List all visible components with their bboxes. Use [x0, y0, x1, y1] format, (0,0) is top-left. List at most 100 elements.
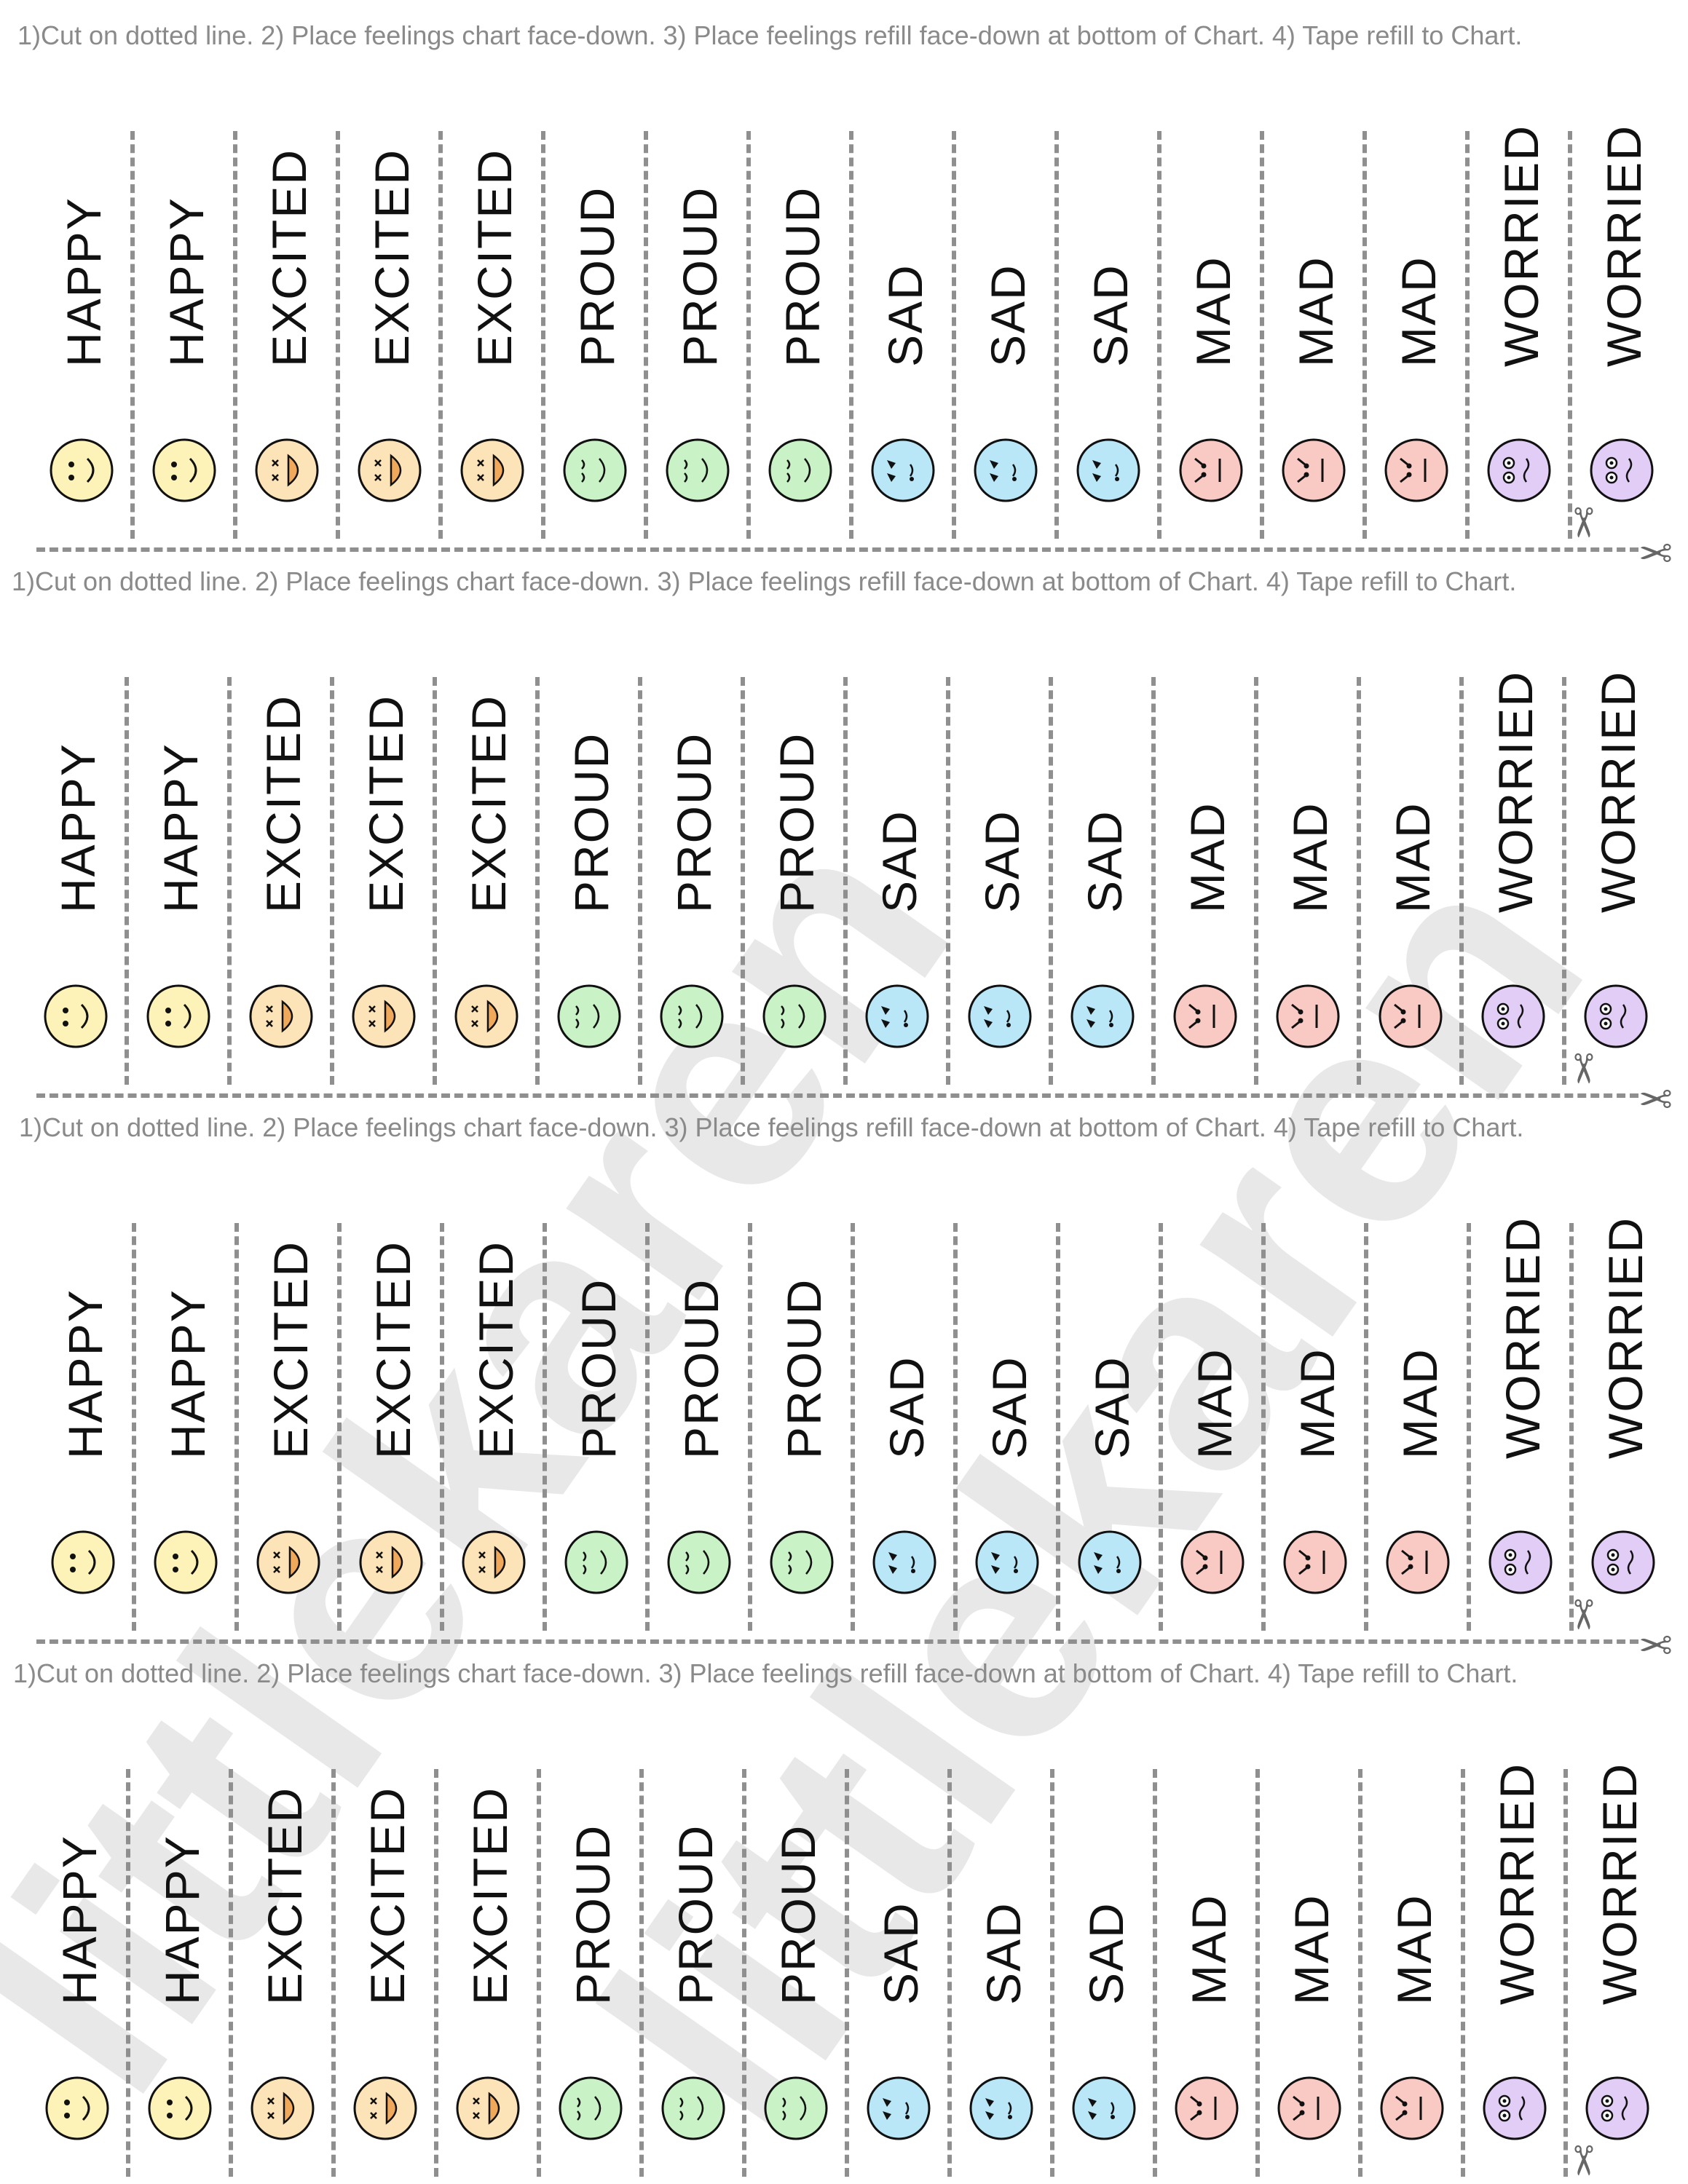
emotion-label: WORRIED: [1592, 1762, 1646, 2005]
strip-label-wrap: MAD: [1258, 692, 1361, 968]
emotion-label: HAPPY: [56, 197, 111, 367]
dashed-cut-divider: [1461, 1769, 1465, 2177]
emotion-strip-sad: SAD: [1054, 1769, 1157, 2177]
mad-face-icon: [1379, 2075, 1446, 2142]
refill-sheet: 1)Cut on dotted line. 2) Place feelings …: [0, 546, 1688, 1121]
mad-face-icon: [1384, 1529, 1451, 1596]
strip-label-wrap: SAD: [950, 692, 1053, 968]
strip-label-wrap: PROUD: [648, 146, 751, 422]
dashed-cut-divider: [843, 677, 848, 1085]
emotion-strip-happy: HAPPY: [129, 677, 232, 1085]
happy-face-icon: [42, 983, 109, 1050]
worried-face-icon: [1486, 437, 1553, 504]
horizontal-cut-line: [36, 1093, 1638, 1098]
emotion-strip-happy: HAPPY: [32, 131, 135, 539]
strip-label-wrap: HAPPY: [26, 692, 129, 968]
emotion-strip-happy: HAPPY: [136, 1223, 239, 1631]
emotion-label: SAD: [879, 1356, 934, 1459]
emotion-label: SAD: [877, 264, 932, 367]
emotion-strip-happy: HAPPY: [28, 1769, 130, 2177]
emotion-strip-excited: EXCITED: [444, 1223, 547, 1631]
emotion-label: HAPPY: [160, 1289, 215, 1459]
refill-sheet: 1)Cut on dotted line. 2) Place feelings …: [0, 0, 1688, 575]
dashed-cut-divider: [434, 1769, 438, 2177]
strip-label-wrap: EXCITED: [438, 1784, 541, 2060]
worried-face-icon: [1590, 1529, 1657, 1596]
emotion-label: WORRIED: [1598, 1216, 1652, 1459]
emotion-label: MAD: [1288, 256, 1343, 367]
strip-label-wrap: EXCITED: [233, 1784, 336, 2060]
emotion-strip-mad: MAD: [1162, 131, 1264, 539]
strip-label-wrap: EXCITED: [237, 146, 340, 422]
strip-label-wrap: HAPPY: [129, 692, 232, 968]
emotion-label: EXCITED: [263, 1240, 318, 1459]
emotion-strip-excited: EXCITED: [233, 1769, 336, 2177]
emotion-strip-proud: PROUD: [545, 131, 648, 539]
proud-face-icon: [761, 983, 828, 1050]
dashed-cut-divider: [1562, 677, 1566, 1085]
strip-label-wrap: WORRIED: [1574, 1216, 1676, 1514]
proud-face-icon: [660, 2075, 727, 2142]
dashed-cut-divider: [535, 677, 540, 1085]
mad-face-icon: [1178, 437, 1245, 504]
dashed-cut-divider: [1465, 131, 1470, 539]
emotion-label: WORRIED: [1494, 124, 1548, 367]
dashed-cut-divider: [946, 677, 950, 1085]
emotion-strip-proud: PROUD: [541, 1769, 644, 2177]
instructions-text: 1)Cut on dotted line. 2) Place feelings …: [12, 566, 1517, 596]
emotion-strip-proud: PROUD: [745, 677, 848, 1085]
strip-label-wrap: MAD: [1260, 1784, 1362, 2060]
strip-label-wrap: WORRIED: [1471, 1216, 1574, 1514]
dashed-cut-divider: [748, 1223, 752, 1631]
emotion-strip-proud: PROUD: [644, 1769, 746, 2177]
excited-face-icon: [460, 1529, 527, 1596]
emotion-label: SAD: [873, 1902, 928, 2005]
emotion-strip-proud: PROUD: [547, 1223, 650, 1631]
strip-label-wrap: MAD: [1362, 1784, 1465, 2060]
dashed-cut-divider: [336, 131, 340, 539]
emotion-label: EXCITED: [261, 148, 316, 367]
emotion-label: MAD: [1282, 802, 1337, 913]
mad-face-icon: [1172, 983, 1239, 1050]
dashed-cut-divider: [638, 677, 642, 1085]
dashed-cut-divider: [1049, 677, 1053, 1085]
strip-label-wrap: MAD: [1266, 1238, 1368, 1514]
happy-face-icon: [145, 983, 212, 1050]
dashed-cut-divider: [541, 131, 545, 539]
emotion-strip-sad: SAD: [1060, 1223, 1163, 1631]
excited-face-icon: [352, 2075, 419, 2142]
strip-label-wrap: SAD: [1054, 1784, 1157, 2060]
strip-label-wrap: SAD: [956, 146, 1059, 422]
dashed-cut-divider: [440, 1223, 444, 1631]
dashed-cut-divider: [537, 1769, 541, 2177]
emotion-label: HAPPY: [50, 743, 105, 913]
emotion-strip-worried: WORRIED: [1471, 1216, 1574, 1631]
scissors-icon: ✂: [1560, 1051, 1606, 1086]
strip-label-wrap: EXCITED: [340, 146, 443, 422]
emotion-label: PROUD: [564, 732, 618, 913]
emotion-label: SAD: [1077, 810, 1132, 913]
strip-label-wrap: PROUD: [545, 146, 648, 422]
excited-face-icon: [453, 983, 520, 1050]
proud-face-icon: [767, 437, 834, 504]
strip-label-wrap: PROUD: [745, 692, 848, 968]
emotion-label: MAD: [1181, 1894, 1236, 2005]
dashed-cut-divider: [953, 1223, 958, 1631]
happy-face-icon: [44, 2075, 111, 2142]
sad-face-icon: [968, 2075, 1035, 2142]
sad-face-icon: [1076, 1529, 1143, 1596]
dashed-cut-divider: [1159, 1223, 1163, 1631]
emotion-label: HAPPY: [52, 1835, 106, 2005]
emotion-label: HAPPY: [159, 197, 213, 367]
emotion-strip-proud: PROUD: [540, 677, 642, 1085]
emotion-label: WORRIED: [1596, 124, 1651, 367]
strip-label-wrap: EXCITED: [239, 1238, 342, 1514]
emotion-label: SAD: [974, 810, 1029, 913]
strip-label-wrap: SAD: [1060, 1238, 1163, 1514]
mad-face-icon: [1276, 2075, 1343, 2142]
strip-label-wrap: SAD: [958, 1238, 1060, 1514]
emotion-label: PROUD: [569, 186, 624, 367]
dashed-cut-divider: [1568, 131, 1572, 539]
emotion-strip-excited: EXCITED: [336, 1769, 438, 2177]
emotion-strip-proud: PROUD: [648, 131, 751, 539]
